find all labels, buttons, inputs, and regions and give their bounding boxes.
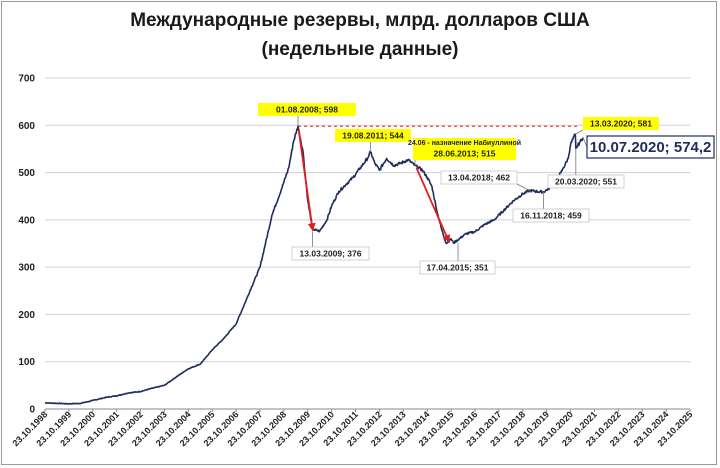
y-tick-label: 0 [29, 405, 35, 416]
chart-subtitle: (недельные данные) [261, 39, 459, 60]
annotation-box [291, 246, 370, 261]
annotation-box [258, 103, 356, 116]
x-axis: 23.10.199823.10.199923.10.200023.10.2001… [10, 409, 694, 448]
latest-value-box [586, 135, 715, 159]
leader-line [516, 183, 530, 191]
annotation-box [413, 147, 516, 160]
latest-value-label: 10.07.2020; 574,2 [590, 139, 712, 156]
annotation-label: 17.04.2015; 351 [427, 263, 489, 273]
y-tick-label: 100 [18, 357, 35, 368]
y-tick-label: 700 [18, 74, 35, 85]
annotation-box [413, 138, 516, 147]
annotation-label: 13.03.2009; 376 [300, 249, 362, 259]
chart-title: Международные резервы, млрд. долларов СШ… [130, 10, 590, 31]
annotation-layer: 01.08.2008; 598 13.03.2009; 376 19.08.2011… [258, 103, 715, 275]
leader-line [575, 129, 584, 135]
y-tick-label: 200 [18, 310, 35, 321]
decline-arrow [297, 129, 316, 232]
annotation-label: 20.03.2020; 551 [555, 177, 617, 187]
annotation-label: 01.08.2008; 598 [276, 105, 338, 115]
y-tick-label: 300 [18, 263, 35, 274]
leader-line [582, 137, 588, 148]
reserves-line [44, 125, 584, 405]
y-tick-label: 500 [18, 168, 35, 179]
annotation-label: 13.04.2018; 462 [448, 173, 510, 183]
annotation-label: 19.08.2011; 544 [342, 131, 404, 141]
y-tick-label: 600 [18, 121, 35, 132]
annotation-box [419, 260, 496, 275]
annotation-label: 16.11.2018; 459 [520, 211, 582, 221]
decline-arrow [415, 167, 450, 243]
annotation-label: 24.06 - назначение Набиуллиной [408, 139, 521, 147]
annotation-box [440, 170, 518, 185]
y-axis: 0 100 200 300 400 500 600 700 [18, 74, 35, 416]
annotation-box [547, 174, 625, 189]
grid-layer [45, 77, 690, 410]
annotation-box [512, 208, 590, 223]
annotation-box [335, 129, 411, 142]
annotation-box [583, 117, 659, 130]
annotation-label: 13.03.2020; 581 [590, 119, 652, 129]
arrow-layer [297, 129, 450, 243]
annotation-label: 28.06.2013; 515 [434, 149, 496, 159]
y-tick-label: 400 [18, 215, 35, 226]
